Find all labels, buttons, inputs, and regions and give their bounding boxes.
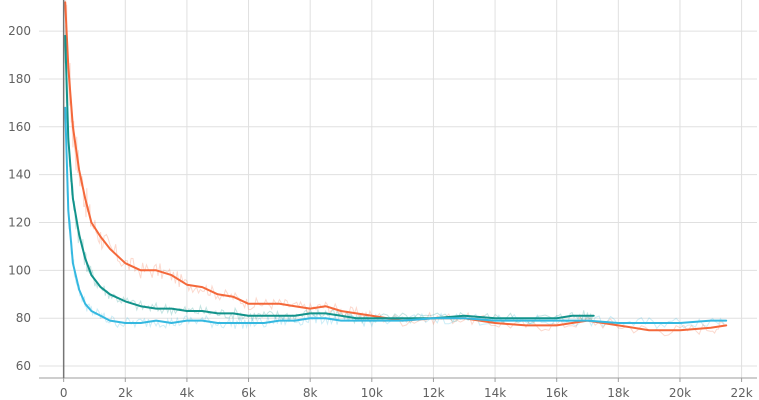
y-tick-label: 160 <box>8 120 31 134</box>
y-tick-label: 80 <box>16 311 31 325</box>
x-tick-label: 4k <box>180 386 195 400</box>
x-tick-label: 22k <box>730 386 752 400</box>
raw-series-layer <box>64 0 725 337</box>
series-raw-trace <box>65 0 725 337</box>
x-tick-label: 6k <box>241 386 256 400</box>
y-tick-label: 100 <box>8 263 31 277</box>
axis-layer <box>39 0 757 382</box>
y-tick-label: 120 <box>8 215 31 229</box>
y-tick-label: 200 <box>8 24 31 38</box>
x-tick-label: 8k <box>303 386 318 400</box>
series-line <box>64 34 595 320</box>
x-tick-label: 20k <box>669 386 691 400</box>
series-line <box>64 1 728 332</box>
x-tick-label: 12k <box>422 386 444 400</box>
y-tick-label: 180 <box>8 72 31 86</box>
x-tick-label: 0 <box>60 386 68 400</box>
series-layer <box>64 1 728 332</box>
tick-label-layer: 60 80 100 120 140 160 180 200 0 2k 4k 6k 8k 10k 12k 14k… <box>8 24 753 400</box>
series-line <box>64 106 728 324</box>
x-tick-label: 14k <box>484 386 506 400</box>
x-tick-label: 2k <box>118 386 133 400</box>
x-tick-label: 10k <box>361 386 383 400</box>
y-tick-label: 140 <box>8 168 31 182</box>
x-tick-label: 18k <box>607 386 629 400</box>
y-tick-label: 60 <box>16 359 31 373</box>
x-tick-label: 16k <box>546 386 568 400</box>
series-raw-trace <box>64 107 725 330</box>
